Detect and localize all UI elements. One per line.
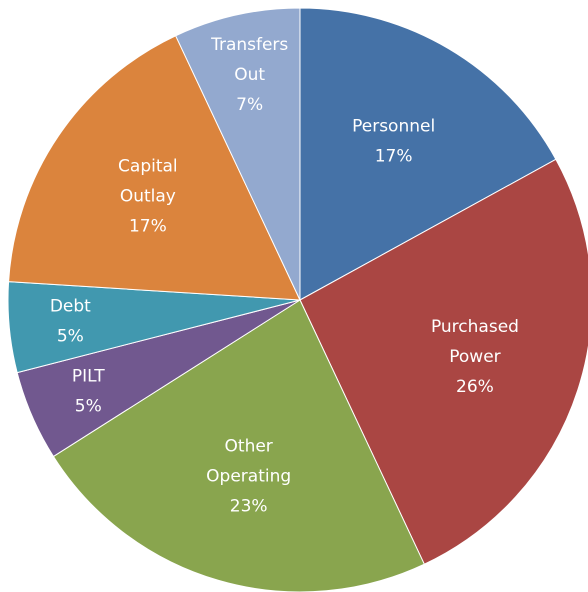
pie-slice: [299, 7, 557, 301]
slice-label: Personnel: [352, 117, 435, 137]
pie-slice: [52, 299, 425, 592]
slice-label: Other Operating: [206, 437, 291, 487]
pie-slice: [8, 35, 301, 301]
pie-slice: [175, 7, 301, 301]
slice-label: Capital Outlay: [118, 157, 178, 207]
value-label: 7%: [236, 95, 263, 115]
value-label: 23%: [230, 497, 268, 517]
slice-label: Transfers Out: [210, 35, 288, 85]
pie-slice: [299, 158, 588, 565]
slice-label: Purchased Power: [431, 317, 519, 367]
slice-label: PILT: [72, 367, 105, 387]
value-label: 5%: [57, 327, 84, 347]
value-label: 17%: [129, 217, 167, 237]
value-label: 5%: [75, 397, 102, 417]
value-label: 17%: [375, 147, 413, 167]
slice-label: Debt: [50, 297, 91, 317]
value-label: 26%: [456, 377, 494, 397]
